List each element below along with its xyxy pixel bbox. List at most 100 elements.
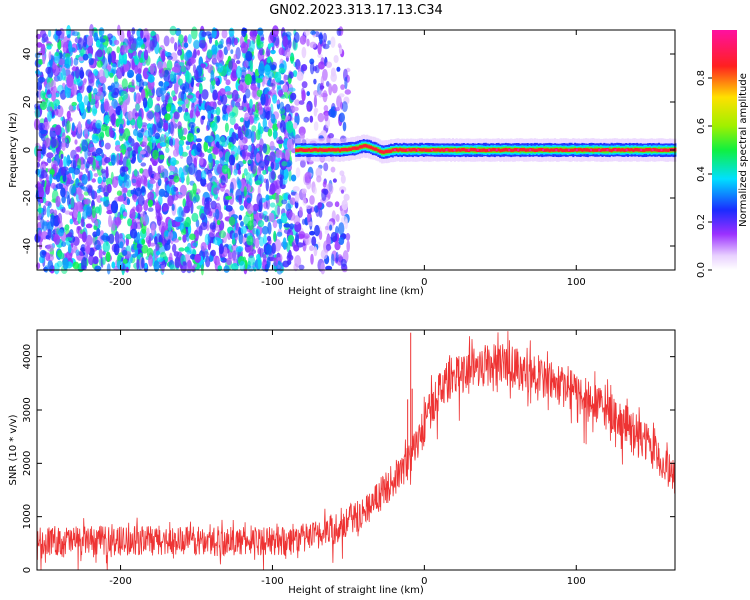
heatmap-cell (364, 144, 367, 148)
heatmap-cell (163, 99, 167, 108)
heatmap-cell (207, 110, 211, 119)
heatmap-cell (270, 170, 276, 180)
heatmap-cell (66, 110, 71, 119)
heatmap-cell (270, 161, 275, 170)
heatmap-cell (290, 174, 297, 182)
heatmap-cell (36, 42, 43, 48)
heatmap-cell (213, 236, 221, 246)
heatmap-cell (282, 237, 287, 250)
heatmap-cell (268, 34, 274, 44)
heatmap-cell (108, 53, 112, 65)
heatmap-cell (238, 105, 245, 111)
heatmap-cell (140, 29, 144, 39)
heatmap-cell (475, 148, 478, 152)
heatmap-cell (488, 149, 490, 151)
heatmap-cell (218, 49, 223, 59)
heatmap-cell (324, 229, 329, 235)
heatmap-y-tick-label: -20 (22, 190, 33, 206)
heatmap-cell (324, 148, 327, 152)
heatmap-cell (244, 112, 250, 122)
heatmap-cell (648, 147, 651, 152)
heatmap-cell (83, 198, 91, 205)
heatmap-cell (122, 258, 128, 264)
heatmap-cell (530, 148, 533, 152)
heatmap-cell (574, 148, 577, 152)
heatmap-cell (572, 148, 575, 152)
heatmap-cell (142, 135, 148, 146)
heatmap-cell (199, 152, 205, 158)
heatmap-cell (61, 67, 66, 81)
heatmap-cell (256, 193, 263, 207)
heatmap-cell (603, 148, 606, 152)
heatmap-cell (62, 36, 71, 45)
heatmap-cell (567, 149, 570, 151)
colorbar-gradient (712, 30, 737, 270)
heatmap-cell (401, 148, 403, 152)
heatmap-cell (72, 167, 81, 175)
heatmap-cell (168, 179, 173, 187)
heatmap-cell (249, 31, 253, 37)
heatmap-cell (110, 200, 119, 214)
heatmap-cell (289, 197, 296, 205)
heatmap-cell (244, 60, 249, 68)
heatmap-cell (159, 154, 165, 160)
heatmap-cell (183, 35, 188, 43)
heatmap-cell (292, 186, 300, 192)
heatmap-cell (601, 148, 604, 152)
heatmap-cell (636, 148, 639, 152)
heatmap-cell (212, 54, 218, 64)
heatmap-cell (127, 218, 133, 227)
heatmap-cell (81, 231, 87, 243)
heatmap-cell (274, 238, 282, 252)
heatmap-cell (368, 145, 371, 149)
heatmap-cell (238, 214, 243, 221)
heatmap-cell (53, 99, 60, 107)
heatmap-cell (208, 173, 213, 179)
heatmap-cell (289, 223, 294, 230)
heatmap-cell (89, 147, 97, 152)
heatmap-cell (92, 108, 98, 115)
heatmap-cell (247, 265, 255, 272)
heatmap-cell (150, 223, 156, 236)
heatmap-cell (413, 147, 416, 152)
heatmap-cell (330, 72, 338, 83)
heatmap-cell (39, 129, 48, 135)
heatmap-cell (69, 104, 73, 111)
heatmap-cell (317, 53, 323, 58)
heatmap-cell (61, 132, 66, 143)
heatmap-cell (555, 149, 558, 151)
heatmap-cell (286, 120, 294, 134)
heatmap-cell (628, 148, 631, 152)
heatmap-cell (178, 236, 182, 241)
heatmap-cell (71, 83, 78, 96)
heatmap-cell (57, 104, 61, 110)
heatmap-cell (156, 215, 162, 226)
heatmap-cell (137, 68, 142, 75)
heatmap-cell (98, 248, 103, 259)
heatmap-cell (38, 229, 42, 237)
heatmap-cell (249, 98, 253, 109)
heatmap-cell (95, 155, 103, 161)
heatmap-cell (39, 197, 44, 203)
heatmap-cell (63, 156, 68, 169)
heatmap-cell (632, 148, 635, 153)
heatmap-cell (340, 174, 346, 184)
heatmap-cell (343, 193, 350, 201)
heatmap-cell (45, 252, 51, 261)
heatmap-cell (102, 256, 106, 265)
colorbar-tick-label: 0.0 (696, 262, 707, 278)
heatmap-cell (395, 147, 398, 152)
heatmap-cell (656, 148, 659, 152)
heatmap-cell (212, 89, 218, 101)
heatmap-cell (40, 90, 45, 99)
heatmap-cell (132, 50, 137, 57)
heatmap-cell (339, 186, 347, 193)
heatmap-cell (79, 66, 84, 80)
heatmap-cell (290, 92, 297, 101)
heatmap-cell (242, 256, 247, 263)
heatmap-cell (261, 225, 269, 235)
heatmap-cell (181, 210, 185, 218)
heatmap-cell (623, 148, 626, 152)
heatmap-cell (255, 152, 261, 163)
heatmap-cell (133, 244, 138, 250)
